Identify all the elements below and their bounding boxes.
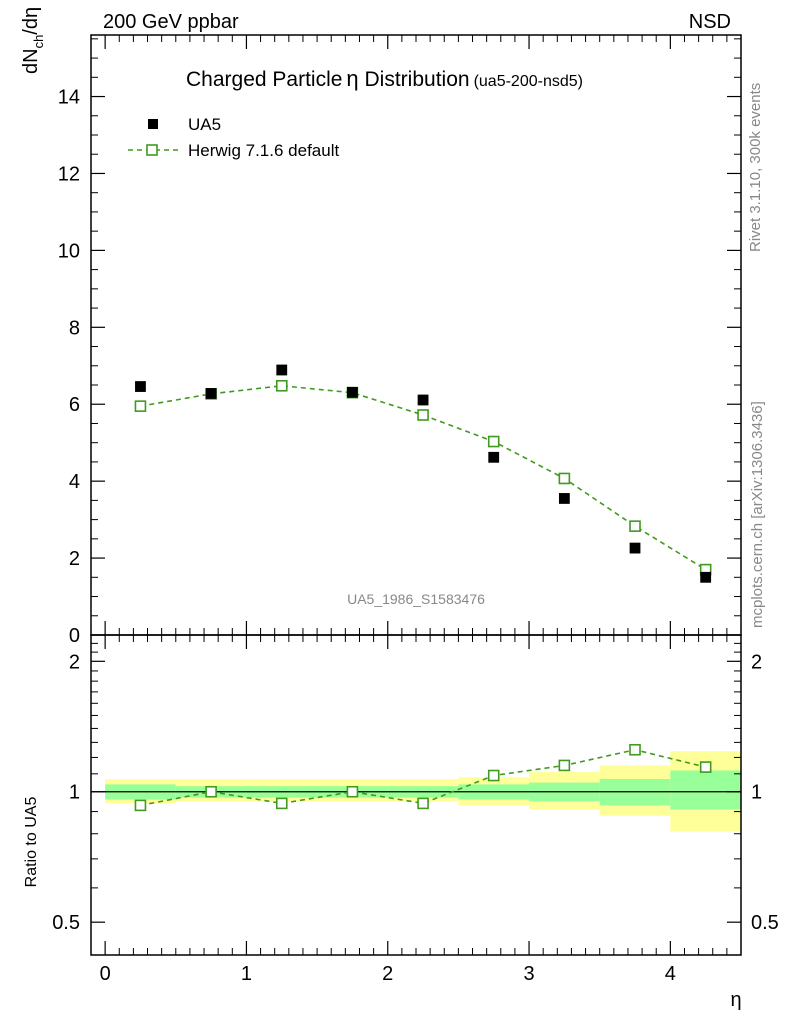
top-right-title: NSD bbox=[689, 11, 731, 33]
main-y-tick-label: 0 bbox=[69, 625, 80, 647]
main-axis-layer: 0 2 4 6 8 10 12 14 bbox=[58, 34, 742, 647]
herwig-main-point bbox=[487, 435, 500, 448]
main-y-tick-label: 12 bbox=[58, 163, 80, 185]
main-y-axis-label: dNch/dη bbox=[20, 7, 46, 74]
top-left-title: 200 GeV ppbar bbox=[103, 11, 239, 33]
x-tick-label: 3 bbox=[523, 963, 534, 985]
main-y-tick-label: 2 bbox=[69, 548, 80, 570]
ua5-data-point bbox=[417, 394, 429, 406]
plot-title-symbol: η bbox=[346, 66, 358, 91]
plot-title-suffix: (ua5-200-nsd5) bbox=[474, 73, 583, 90]
ratio-y-tick-label-left: 0.5 bbox=[52, 912, 80, 934]
herwig-ratio-point bbox=[346, 785, 359, 798]
herwig-main-point bbox=[417, 409, 429, 421]
ua5-data-point bbox=[558, 493, 570, 504]
legend-label-herwig: Herwig 7.1.6 default bbox=[188, 141, 339, 160]
legend-label-ua5: UA5 bbox=[188, 115, 221, 134]
plot-title-main: Charged Particle bbox=[186, 68, 342, 91]
ua5-data-point bbox=[276, 364, 288, 376]
main-y-tick-label: 8 bbox=[69, 317, 80, 339]
ratio-band-inner bbox=[670, 770, 741, 810]
herwig-main-point bbox=[629, 520, 641, 532]
herwig-ratio-point bbox=[134, 799, 147, 812]
ratio-series-layer bbox=[134, 743, 712, 812]
x-axis-label: η bbox=[730, 989, 741, 1011]
x-tick-label: 1 bbox=[241, 963, 252, 985]
ua5-data-point bbox=[700, 571, 712, 583]
herwig-main-line bbox=[140, 384, 707, 571]
main-y-axis-label-suffix: /dη bbox=[20, 7, 42, 35]
ua5-data-point bbox=[135, 381, 146, 392]
x-tick-label: 4 bbox=[665, 963, 676, 985]
ua5-data-point bbox=[347, 386, 358, 398]
side-note-bottom: mcplots.cern.ch [arXiv:1306.3436] bbox=[749, 401, 766, 628]
herwig-ratio-point bbox=[629, 743, 641, 756]
ratio-axis-layer: 0 1 2 3 4 0.5 0.5 1 1 2 2 bbox=[52, 634, 779, 985]
x-tick-label: 2 bbox=[382, 963, 393, 985]
ratio-y-tick-label-left: 2 bbox=[69, 651, 80, 673]
main-y-tick-label: 4 bbox=[69, 471, 80, 493]
herwig-ratio-point bbox=[699, 761, 712, 773]
herwig-main-point bbox=[134, 400, 147, 412]
ua5-data-point bbox=[629, 542, 641, 554]
ratio-y-tick-label-right: 0.5 bbox=[751, 912, 779, 934]
ratio-y-tick-label-right: 1 bbox=[751, 782, 762, 804]
main-series-layer bbox=[134, 364, 712, 583]
side-note-top: Rivet 3.1.10, 300k events bbox=[747, 83, 764, 252]
analysis-watermark: UA5_1986_S1583476 bbox=[347, 591, 485, 607]
herwig-ratio-point bbox=[205, 785, 217, 798]
legend-marker-ua5 bbox=[148, 119, 158, 129]
herwig-ratio-point bbox=[417, 797, 429, 810]
ratio-y-axis-label: Ratio to UA5 bbox=[23, 797, 40, 888]
x-tick-label: 0 bbox=[100, 963, 111, 985]
ua5-data-point bbox=[205, 388, 217, 399]
plot-title: Charged Particle η Distribution (ua5-200-n… bbox=[186, 66, 583, 91]
ua5-data-point bbox=[488, 451, 500, 463]
main-y-axis-label-subscript: ch bbox=[31, 35, 46, 49]
herwig-main-point bbox=[558, 472, 571, 485]
legend-marker-herwig bbox=[146, 144, 158, 156]
herwig-main-point bbox=[275, 379, 288, 392]
herwig-ratio-point bbox=[558, 759, 571, 772]
main-y-tick-label: 14 bbox=[58, 87, 80, 109]
herwig-ratio-point bbox=[275, 797, 288, 810]
main-y-axis-label-prefix: dN bbox=[20, 48, 42, 74]
herwig-ratio-point bbox=[487, 769, 500, 782]
plot-title-tail: Distribution bbox=[359, 68, 470, 91]
main-y-tick-label: 10 bbox=[58, 240, 80, 262]
main-y-tick-label: 6 bbox=[69, 394, 80, 416]
ratio-y-tick-label-right: 2 bbox=[751, 651, 762, 673]
ratio-y-tick-label-left: 1 bbox=[69, 782, 80, 804]
